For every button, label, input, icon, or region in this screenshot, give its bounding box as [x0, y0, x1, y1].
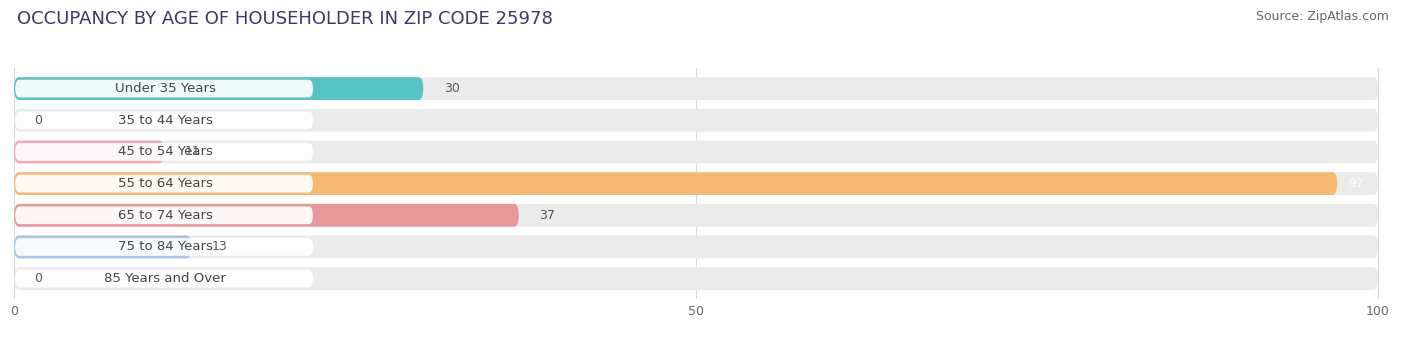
- FancyBboxPatch shape: [15, 80, 314, 98]
- Text: 65 to 74 Years: 65 to 74 Years: [118, 209, 212, 222]
- FancyBboxPatch shape: [14, 140, 165, 163]
- Text: Under 35 Years: Under 35 Years: [115, 82, 215, 95]
- FancyBboxPatch shape: [15, 270, 314, 288]
- FancyBboxPatch shape: [15, 112, 314, 129]
- FancyBboxPatch shape: [14, 77, 1378, 100]
- Text: 97: 97: [1348, 177, 1364, 190]
- FancyBboxPatch shape: [14, 140, 1378, 163]
- Text: Source: ZipAtlas.com: Source: ZipAtlas.com: [1256, 10, 1389, 23]
- Text: 30: 30: [444, 82, 460, 95]
- FancyBboxPatch shape: [14, 236, 191, 258]
- FancyBboxPatch shape: [14, 204, 519, 227]
- Text: 11: 11: [184, 146, 200, 158]
- FancyBboxPatch shape: [14, 172, 1337, 195]
- Text: 13: 13: [212, 240, 228, 253]
- Text: 75 to 84 Years: 75 to 84 Years: [118, 240, 212, 253]
- Text: 35 to 44 Years: 35 to 44 Years: [118, 114, 212, 127]
- FancyBboxPatch shape: [14, 109, 1378, 132]
- FancyBboxPatch shape: [14, 267, 1378, 290]
- FancyBboxPatch shape: [14, 172, 1378, 195]
- FancyBboxPatch shape: [14, 204, 1378, 227]
- FancyBboxPatch shape: [15, 238, 314, 256]
- Text: 37: 37: [540, 209, 555, 222]
- Text: 0: 0: [35, 114, 42, 127]
- FancyBboxPatch shape: [15, 175, 314, 192]
- FancyBboxPatch shape: [15, 206, 314, 224]
- Text: OCCUPANCY BY AGE OF HOUSEHOLDER IN ZIP CODE 25978: OCCUPANCY BY AGE OF HOUSEHOLDER IN ZIP C…: [17, 10, 553, 28]
- FancyBboxPatch shape: [14, 236, 1378, 258]
- FancyBboxPatch shape: [14, 77, 423, 100]
- Text: 0: 0: [35, 272, 42, 285]
- Text: 45 to 54 Years: 45 to 54 Years: [118, 146, 212, 158]
- Text: 85 Years and Over: 85 Years and Over: [104, 272, 226, 285]
- Text: 55 to 64 Years: 55 to 64 Years: [118, 177, 212, 190]
- FancyBboxPatch shape: [15, 143, 314, 161]
